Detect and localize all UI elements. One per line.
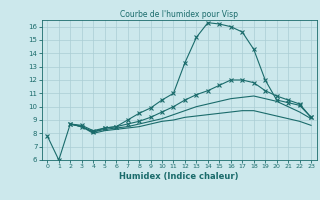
Title: Courbe de l'humidex pour Visp: Courbe de l'humidex pour Visp (120, 10, 238, 19)
X-axis label: Humidex (Indice chaleur): Humidex (Indice chaleur) (119, 172, 239, 181)
